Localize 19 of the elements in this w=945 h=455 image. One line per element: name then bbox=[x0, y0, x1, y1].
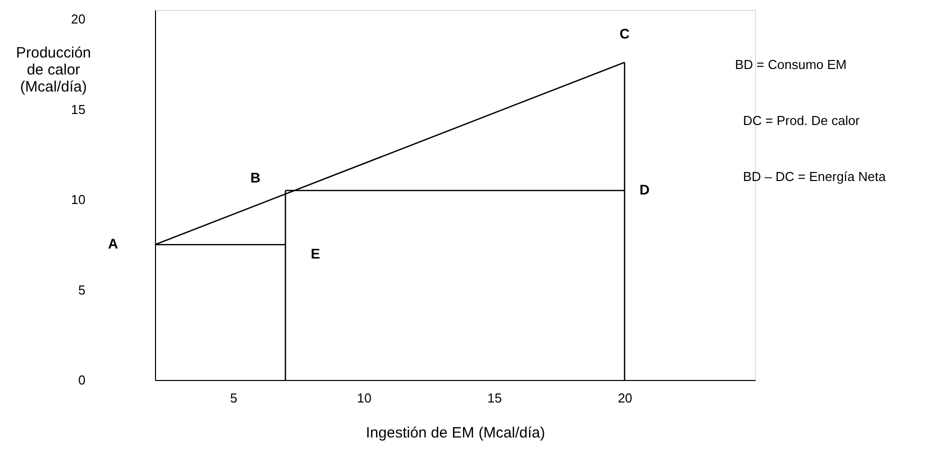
y-tick-label: 15 bbox=[71, 102, 86, 117]
annotation: E bbox=[310, 246, 320, 262]
annotation: D bbox=[640, 181, 650, 198]
y-axis-title: Producción de calor (Mcal/día) bbox=[16, 44, 92, 96]
y-tick-label: 10 bbox=[71, 192, 86, 208]
annotation: DC = Prod. De calor bbox=[743, 113, 860, 128]
x-tick-label: 10 bbox=[356, 390, 372, 406]
annotation: A bbox=[108, 236, 118, 252]
annotation: BD = Consumo EM bbox=[735, 57, 847, 72]
y-tick-label: 0 bbox=[78, 372, 86, 388]
x-tick-label: 15 bbox=[487, 390, 502, 406]
x-tick-label: 5 bbox=[230, 390, 238, 406]
annotation: BD – DC = Energía Neta bbox=[743, 169, 886, 184]
y-tick-label: 5 bbox=[78, 282, 86, 298]
x-tick-label: 20 bbox=[618, 390, 632, 406]
x-axis-title: Ingestión de EM (Mcal/día) bbox=[366, 424, 546, 442]
y-tick-label: 20 bbox=[71, 12, 86, 27]
annotation: B bbox=[250, 169, 260, 186]
annotation: C bbox=[620, 25, 630, 42]
